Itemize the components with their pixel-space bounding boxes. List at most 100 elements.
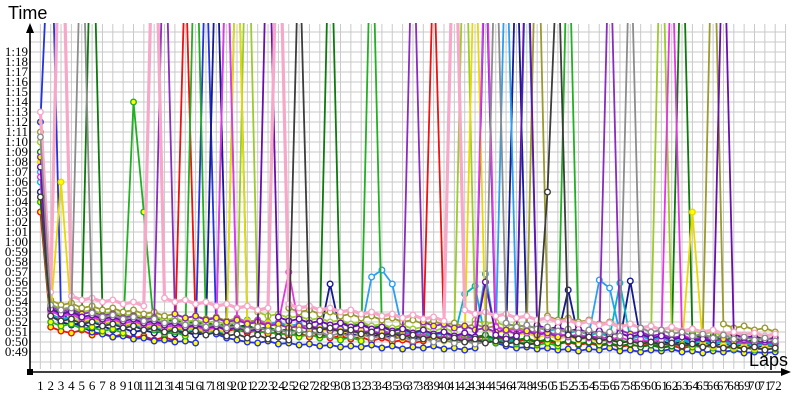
series-blue-marker xyxy=(254,339,262,347)
x-tick-label: 12 xyxy=(148,378,161,393)
series-gray-marker xyxy=(109,311,117,319)
series-pink-marker xyxy=(109,296,117,304)
x-tick-label: 10 xyxy=(127,378,140,393)
x-tick-label: 30 xyxy=(334,378,347,393)
series-gray-marker xyxy=(212,320,220,328)
series-olive-marker xyxy=(119,308,127,316)
x-tick-label: 26 xyxy=(293,378,307,393)
series-darkgray-marker xyxy=(36,193,44,201)
x-tick-label: 38 xyxy=(417,378,430,393)
series-gray-marker xyxy=(699,330,707,338)
x-tick-label: 5 xyxy=(79,378,86,393)
y-axis-title: Time xyxy=(8,3,47,23)
y-tick-label: 1:10 xyxy=(5,134,28,149)
x-tick-label: 8 xyxy=(110,378,117,393)
series-darkgray-marker xyxy=(440,336,448,344)
y-tick-label: 0:51 xyxy=(5,324,28,339)
series-darkgray-marker xyxy=(606,335,614,343)
series-darkgray-marker xyxy=(751,343,759,351)
x-tick-label: 19 xyxy=(220,378,233,393)
series-blue-marker xyxy=(274,340,282,348)
series-blue-marker xyxy=(109,333,117,341)
series-pink-marker xyxy=(36,108,44,116)
series-gray-marker xyxy=(637,324,645,332)
y-tick-label: 0:57 xyxy=(5,264,29,279)
series-darkgray-marker xyxy=(740,345,748,353)
series-gray-marker xyxy=(719,331,727,339)
series-darkgray-marker xyxy=(212,328,220,336)
x-tick-label: 24 xyxy=(272,378,286,393)
series-pink-marker xyxy=(192,300,200,308)
x-tick-label: 51 xyxy=(551,378,564,393)
x-tick-label: 63 xyxy=(676,378,689,393)
series-pink-marker xyxy=(606,319,614,327)
x-tick-label: 14 xyxy=(168,378,182,393)
series-pink-marker xyxy=(254,306,262,314)
series-gray-marker xyxy=(202,323,210,331)
series-gray-marker xyxy=(295,326,303,334)
x-tick-label: 39 xyxy=(427,378,440,393)
x-tick-label: 69 xyxy=(738,378,751,393)
series-pink-marker xyxy=(181,296,189,304)
series-gray-marker xyxy=(264,327,272,335)
x-tick-label: 50 xyxy=(541,378,554,393)
x-tick-label: 20 xyxy=(231,378,244,393)
x-tick-label: 53 xyxy=(572,378,585,393)
series-gray-marker xyxy=(554,327,562,335)
x-tick-label: 25 xyxy=(282,378,295,393)
series-gray-marker xyxy=(761,334,769,342)
series-pink-marker xyxy=(129,298,137,306)
series-darkgray-marker xyxy=(119,324,127,332)
series-darkviolet-marker xyxy=(513,332,521,340)
series-olive-marker xyxy=(109,304,117,312)
x-tick-label: 45 xyxy=(489,378,502,393)
x-tick-label: 35 xyxy=(386,378,399,393)
series-darkgray-marker xyxy=(57,317,65,325)
series-blue-marker xyxy=(305,340,313,348)
series-darkviolet-marker xyxy=(316,317,324,325)
series-pink-marker xyxy=(419,315,427,323)
series-gray-marker xyxy=(409,337,417,345)
x-tick-label: 41 xyxy=(448,378,461,393)
series-darkgray-marker xyxy=(109,320,117,328)
series-olive-marker xyxy=(719,320,727,328)
series-gray-marker xyxy=(575,329,583,337)
series-pink-marker xyxy=(264,304,272,312)
series-pink-marker xyxy=(295,304,303,312)
series-darkgray-marker xyxy=(192,327,200,335)
series-gray-marker xyxy=(192,319,200,327)
series-pink-marker xyxy=(730,328,738,336)
y-tick-labels: 0:490:500:510:520:530:540:550:560:570:58… xyxy=(5,44,29,359)
series-pink-marker xyxy=(544,314,552,322)
series-olive-marker xyxy=(740,322,748,330)
series-pink-marker xyxy=(471,310,479,318)
y-tick-label: 1:18 xyxy=(5,54,28,69)
series-purple-marker xyxy=(523,327,531,335)
x-tick-label: 32 xyxy=(355,378,368,393)
series-lightblue-marker xyxy=(368,273,376,281)
x-tick-label: 71 xyxy=(758,378,771,393)
series-blue-marker xyxy=(171,338,179,346)
series-darkgray-marker xyxy=(709,341,717,349)
series-darkgray-marker xyxy=(326,324,334,332)
x-tick-label: 28 xyxy=(313,378,326,393)
x-tick-label: 48 xyxy=(520,378,533,393)
series-gray-marker xyxy=(57,306,65,314)
series-green-marker xyxy=(357,337,365,345)
series-darkviolet-marker xyxy=(492,331,500,339)
series-darkviolet-marker xyxy=(440,328,448,336)
series-darkgray-marker xyxy=(719,344,727,352)
series-red-marker xyxy=(67,329,75,337)
series-pink-marker xyxy=(492,312,500,320)
series-purple-marker xyxy=(502,326,510,334)
x-tick-label: 9 xyxy=(120,378,127,393)
axes xyxy=(26,23,791,376)
series-olive-marker xyxy=(98,306,106,314)
series-pink-marker xyxy=(575,320,583,328)
x-tick-label: 56 xyxy=(603,378,617,393)
series-pink-marker xyxy=(709,326,717,334)
series-olive-marker xyxy=(129,306,137,314)
series-navy-marker xyxy=(326,280,334,288)
series-darkgray-marker xyxy=(419,335,427,343)
